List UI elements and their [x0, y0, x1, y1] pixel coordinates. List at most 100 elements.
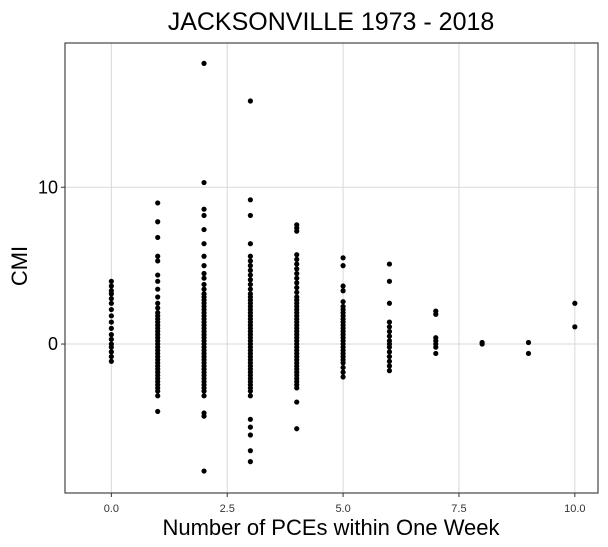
data-point — [340, 283, 346, 289]
data-point — [201, 393, 207, 399]
data-point — [155, 278, 161, 284]
data-point — [247, 272, 253, 278]
data-point — [155, 393, 161, 399]
data-point — [108, 332, 114, 338]
data-point — [247, 263, 253, 269]
axis-ticks: 0.0 2.5 5.0 7.5 10.0 0 10 — [38, 177, 586, 515]
data-point — [155, 300, 161, 306]
data-point — [201, 206, 207, 212]
data-point — [108, 319, 114, 325]
data-point — [294, 228, 300, 234]
data-point — [247, 286, 253, 292]
data-point — [201, 468, 207, 474]
data-points — [108, 60, 578, 474]
data-point — [247, 258, 253, 264]
data-point — [247, 281, 253, 288]
data-point — [247, 267, 253, 273]
data-point — [201, 388, 207, 394]
data-point — [201, 226, 207, 233]
data-point — [201, 60, 207, 66]
x-tick-label: 7.5 — [451, 503, 466, 515]
data-point — [108, 349, 114, 355]
data-point — [294, 261, 300, 267]
data-point — [155, 408, 161, 415]
data-point — [247, 197, 253, 203]
data-point — [201, 212, 207, 219]
x-tick-label: 5.0 — [335, 503, 350, 515]
y-axis-title: CMI — [7, 246, 32, 286]
data-point — [108, 300, 114, 306]
data-point — [247, 432, 253, 438]
data-point — [155, 294, 161, 300]
data-point — [294, 266, 300, 272]
data-point — [108, 313, 114, 319]
data-point — [386, 278, 393, 284]
grid-lines — [65, 43, 598, 493]
data-point — [340, 364, 346, 371]
data-point — [340, 374, 346, 380]
data-point — [201, 270, 207, 277]
data-point — [294, 280, 300, 286]
data-point — [386, 349, 393, 355]
data-point — [108, 344, 114, 350]
data-point — [247, 241, 253, 247]
data-point — [247, 388, 253, 394]
y-tick-label: 0 — [48, 334, 58, 354]
data-point — [247, 277, 253, 283]
data-point — [108, 325, 114, 331]
data-point — [155, 388, 161, 394]
data-point — [108, 283, 114, 289]
y-tick-label: 10 — [38, 177, 58, 197]
data-point — [386, 353, 393, 360]
data-point — [294, 275, 300, 281]
data-point — [201, 413, 207, 419]
data-point — [294, 252, 300, 258]
x-tick-label: 2.5 — [220, 503, 235, 515]
data-point — [108, 353, 114, 360]
data-point — [294, 256, 300, 262]
data-point — [525, 339, 532, 346]
data-point — [155, 234, 161, 241]
data-point — [247, 416, 253, 422]
data-point — [201, 253, 207, 259]
data-point — [155, 253, 161, 259]
data-point — [294, 426, 300, 432]
data-point — [247, 393, 253, 399]
data-point — [108, 291, 114, 297]
data-point — [340, 255, 346, 261]
data-point — [572, 300, 578, 306]
data-point — [479, 341, 485, 347]
data-point — [433, 344, 439, 350]
data-point — [572, 324, 578, 330]
x-axis-title: Number of PCEs within One Week — [162, 515, 500, 540]
data-point — [247, 212, 253, 219]
plot-panel-border — [64, 42, 599, 494]
x-tick-label: 10.0 — [564, 503, 585, 515]
data-point — [108, 295, 114, 302]
data-point — [108, 278, 114, 284]
data-point — [386, 300, 393, 306]
data-point — [201, 241, 207, 247]
data-point — [108, 336, 114, 342]
x-tick-label: 0.0 — [104, 503, 119, 515]
data-point — [386, 344, 393, 350]
data-point — [386, 324, 393, 330]
data-point — [294, 270, 300, 277]
data-point — [108, 358, 114, 364]
data-point — [201, 281, 207, 288]
data-point — [247, 448, 253, 454]
data-point — [340, 299, 346, 305]
data-point — [294, 385, 300, 391]
data-point — [247, 98, 253, 104]
data-point — [201, 275, 207, 281]
data-point — [386, 261, 393, 267]
data-point — [155, 305, 161, 311]
data-point — [201, 286, 207, 292]
data-point — [155, 286, 161, 292]
data-point — [340, 288, 346, 294]
data-point — [340, 369, 346, 375]
data-point — [386, 328, 393, 335]
data-point — [155, 200, 161, 206]
